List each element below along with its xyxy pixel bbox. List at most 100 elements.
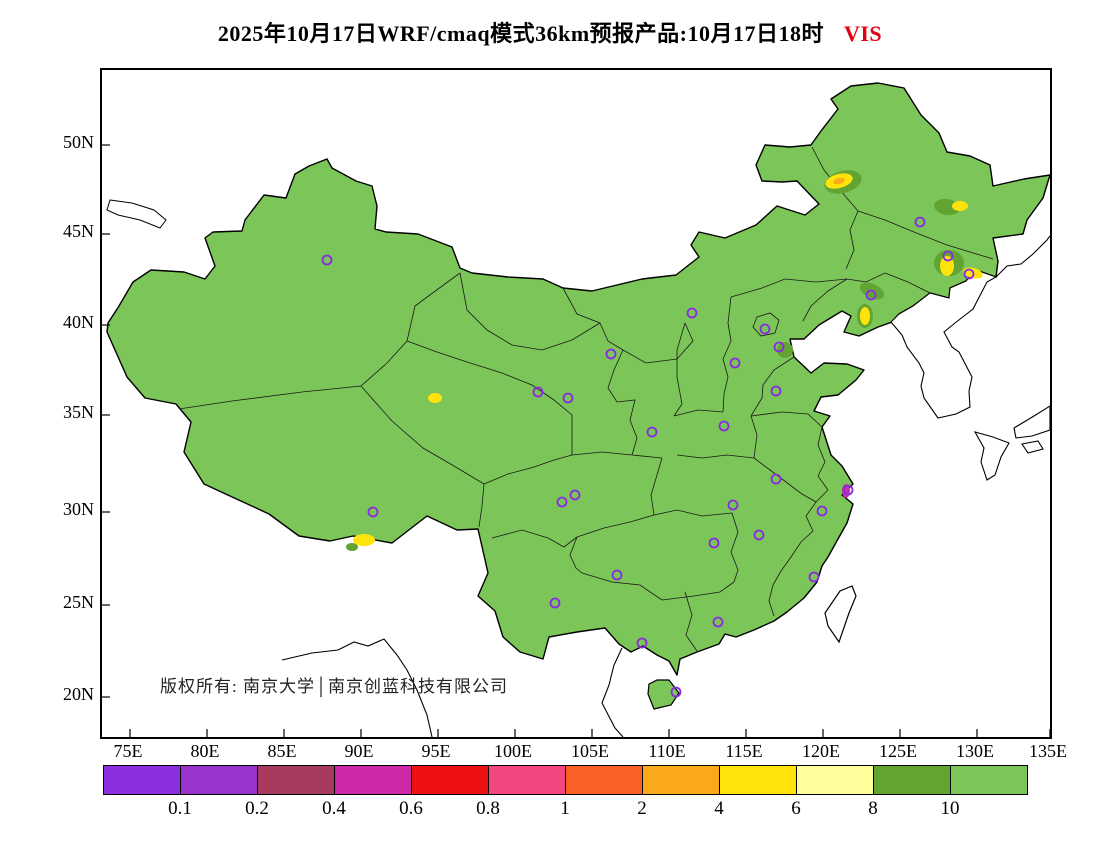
low-visibility-patch (860, 307, 870, 325)
taiwan-island (824, 585, 857, 644)
lon-tick-label: 85E (267, 741, 297, 761)
city-marker (532, 386, 544, 398)
lon-tick-label: 135E (1029, 741, 1067, 761)
colorbar-tick-label: 0.2 (245, 798, 269, 819)
city-marker (367, 506, 379, 518)
city-marker (549, 597, 561, 609)
colorbar-cell (796, 765, 874, 795)
low-visibility-patch (346, 543, 358, 551)
city-marker (759, 323, 771, 335)
low-visibility-patch (833, 177, 845, 185)
colorbar-tick-label: 0.6 (399, 798, 423, 819)
colorbar-cell (334, 765, 412, 795)
city-marker (816, 505, 828, 517)
city-marker (562, 392, 574, 404)
lon-tick-label: 90E (344, 741, 374, 761)
low-visibility-patch (934, 198, 960, 216)
copyright-text: 版权所有: 南京大学│南京创蓝科技有限公司 (160, 677, 509, 696)
low-visibility-patch (353, 534, 375, 546)
map-frame: 版权所有: 南京大学│南京创蓝科技有限公司 (100, 68, 1052, 739)
lat-tick-label: 25N (63, 592, 94, 612)
low-visibility-patch (940, 256, 954, 276)
colorbar-cell (180, 765, 258, 795)
lat-tick-label: 50N (63, 132, 94, 152)
lat-tick-label: 35N (63, 402, 94, 422)
city-marker (842, 484, 854, 496)
lon-tick-label: 105E (571, 741, 609, 761)
colorbar-tick-label: 0.4 (322, 798, 346, 819)
colorbar-cell (642, 765, 720, 795)
city-marker (773, 341, 785, 353)
city-marker (914, 216, 926, 228)
city-marker (686, 307, 698, 319)
colorbar-tick-label: 10 (940, 798, 960, 819)
city-marker (942, 250, 954, 262)
city-marker (770, 473, 782, 485)
lat-tick-label: 45N (63, 221, 94, 241)
lon-tick-label: 125E (879, 741, 917, 761)
low-visibility-patches (346, 170, 983, 551)
japan-coastline (973, 405, 1050, 481)
city-marker (321, 254, 333, 266)
colorbar-tick-label: 4 (714, 798, 724, 819)
city-marker (670, 686, 682, 698)
colorbar-cell (103, 765, 181, 795)
page-title: 2025年10月17日WRF/cmaq模式36km预报产品:10月17日18时 … (0, 16, 1100, 48)
city-marker (636, 637, 648, 649)
city-marker (718, 420, 730, 432)
lake-balkhash (106, 199, 167, 229)
colorbar-tick-label: 8 (868, 798, 878, 819)
low-visibility-patch (428, 393, 442, 403)
city-marker (712, 616, 724, 628)
colorbar-tick-label: 0.1 (168, 798, 192, 819)
colorbar-cell (565, 765, 643, 795)
china-map (102, 70, 1050, 737)
city-marker (569, 489, 581, 501)
city-marker (556, 496, 568, 508)
colorbar-cell (257, 765, 335, 795)
city-marker (646, 426, 658, 438)
colorbar-cell (719, 765, 797, 795)
colorbar: 0.1 0.2 0.4 0.6 0.8 1 2 4 6 8 10 (103, 765, 1029, 835)
colorbar-tick-label: 2 (637, 798, 647, 819)
city-marker (727, 499, 739, 511)
title-text: 2025年10月17日WRF/cmaq模式36km预报产品:10月17日18时 (217, 21, 824, 46)
colorbar-tick-label: 6 (791, 798, 801, 819)
city-marker (605, 348, 617, 360)
colorbar-cell (950, 765, 1028, 795)
city-marker (865, 289, 877, 301)
city-marker (753, 529, 765, 541)
low-visibility-patch (952, 201, 968, 211)
lat-tick-label: 30N (63, 499, 94, 519)
colorbar-cell (488, 765, 566, 795)
axis-ticks (102, 144, 1050, 737)
city-marker (708, 537, 720, 549)
lon-tick-label: 130E (956, 741, 994, 761)
low-visibility-patch (777, 342, 793, 358)
colorbar-cell (411, 765, 489, 795)
lat-tick-label: 20N (63, 684, 94, 704)
city-marker (808, 571, 820, 583)
lon-tick-label: 80E (190, 741, 220, 761)
province-borders (178, 146, 994, 652)
primorye-coastline (995, 235, 1050, 278)
lon-tick-label: 100E (494, 741, 532, 761)
lat-tick-label: 40N (63, 312, 94, 332)
city-marker (963, 268, 975, 280)
city-marker (770, 385, 782, 397)
city-marker (611, 569, 623, 581)
lon-tick-label: 115E (725, 741, 763, 761)
bengal-coastline (281, 638, 433, 737)
colorbar-tick-label: 1 (560, 798, 570, 819)
title-variable: VIS (843, 21, 883, 46)
vietnam-coastline (601, 647, 624, 737)
lon-tick-label: 75E (113, 741, 143, 761)
lon-tick-label: 110E (648, 741, 686, 761)
lon-tick-label: 95E (421, 741, 451, 761)
colorbar-tick-label: 0.8 (476, 798, 500, 819)
lon-tick-label: 120E (802, 741, 840, 761)
korea-coastline (890, 269, 998, 419)
hainan-island (647, 679, 680, 710)
city-marker (729, 357, 741, 369)
